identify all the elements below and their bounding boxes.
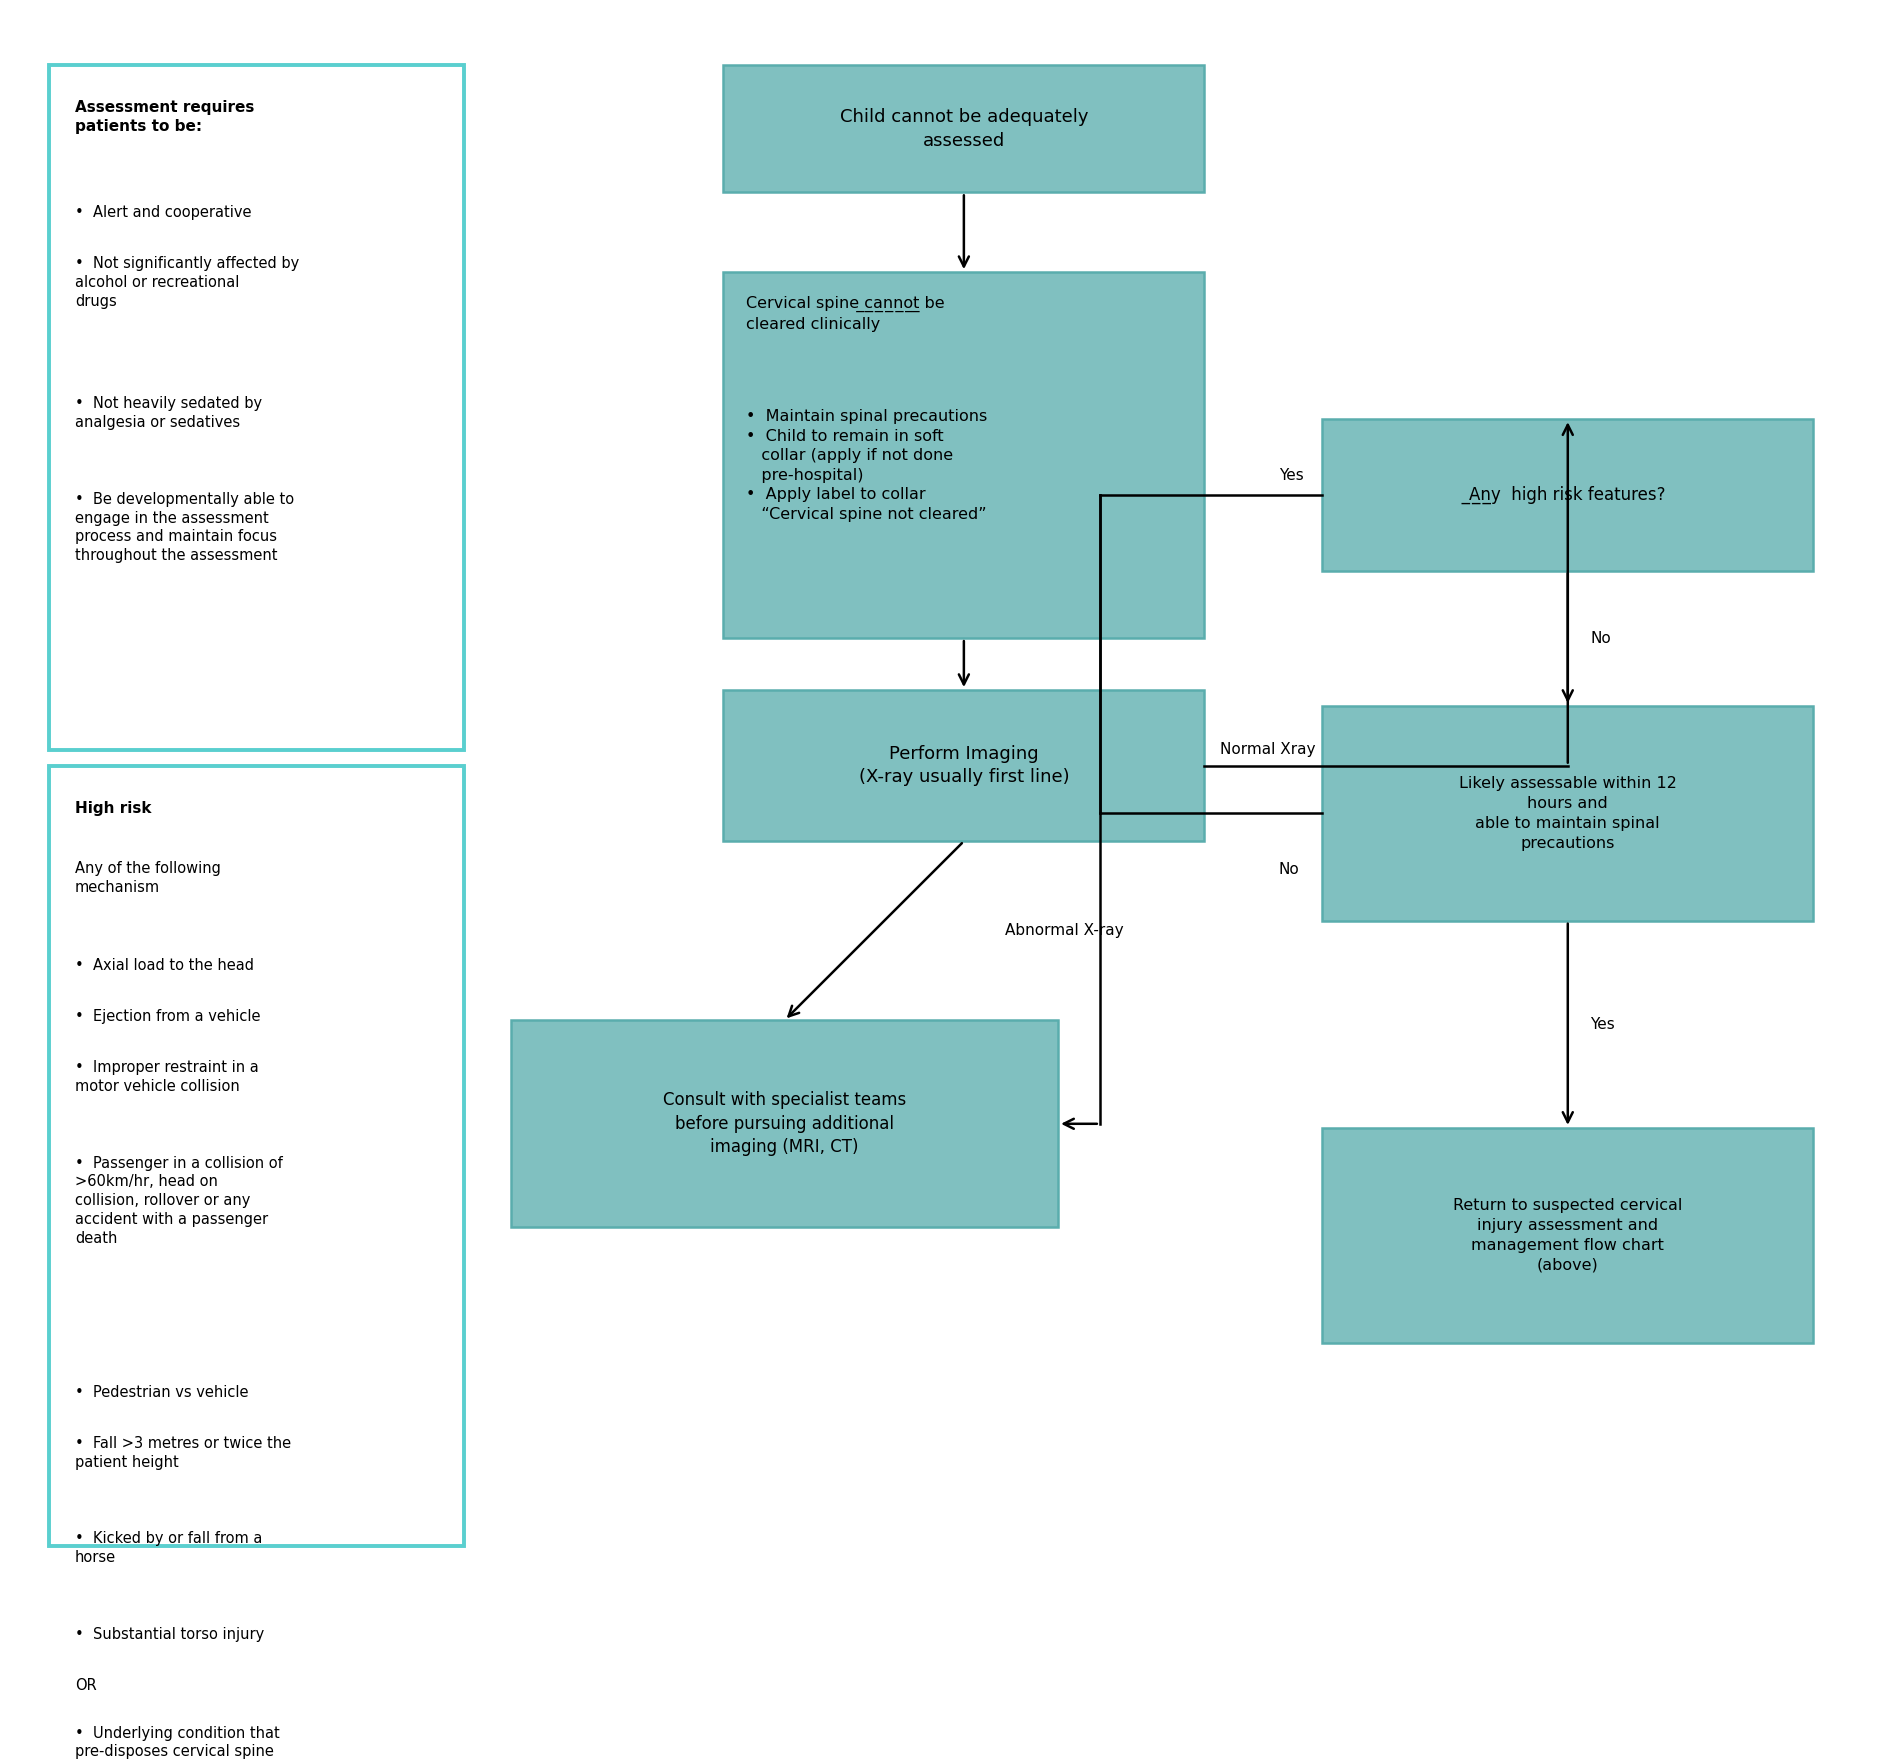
Text: Perform Imaging
(X-ray usually first line): Perform Imaging (X-ray usually first lin… (858, 744, 1069, 787)
Text: •  Axial load to the head: • Axial load to the head (76, 957, 253, 973)
FancyBboxPatch shape (723, 65, 1203, 192)
Text: •  Pedestrian vs vehicle: • Pedestrian vs vehicle (76, 1385, 247, 1399)
Text: Likely assessable within 12
hours and
able to maintain spinal
precautions: Likely assessable within 12 hours and ab… (1458, 776, 1676, 850)
Text: Any of the following
mechanism: Any of the following mechanism (76, 861, 221, 896)
Text: •  Not heavily sedated by
analgesia or sedatives: • Not heavily sedated by analgesia or se… (76, 396, 263, 429)
FancyBboxPatch shape (510, 1021, 1058, 1227)
Text: Assessment requires
patients to be:: Assessment requires patients to be: (76, 100, 255, 134)
Text: High risk: High risk (76, 801, 151, 815)
Text: •  Ejection from a vehicle: • Ejection from a vehicle (76, 1008, 261, 1024)
Text: Child cannot be adequately
assessed: Child cannot be adequately assessed (839, 107, 1088, 150)
Text: •  Fall >3 metres or twice the
patient height: • Fall >3 metres or twice the patient he… (76, 1436, 291, 1470)
Text: •  Not significantly affected by
alcohol or recreational
drugs: • Not significantly affected by alcohol … (76, 257, 298, 308)
Text: Cervical spine ̲c̲a̲n̲n̲o̲t̲ be
cleared clinically: Cervical spine ̲c̲a̲n̲n̲o̲t̲ be cleared … (746, 296, 944, 333)
Text: •  Alert and cooperative: • Alert and cooperative (76, 206, 251, 220)
Text: •  Underlying condition that
pre-disposes cervical spine
injury: • Underlying condition that pre-disposes… (76, 1725, 280, 1760)
Text: ̲A̲n̲y  high risk features?: ̲A̲n̲y high risk features? (1470, 486, 1664, 503)
FancyBboxPatch shape (1322, 1128, 1812, 1343)
FancyBboxPatch shape (1322, 706, 1812, 920)
Text: •  Improper restraint in a
motor vehicle collision: • Improper restraint in a motor vehicle … (76, 1060, 259, 1095)
Text: •  Be developmentally able to
engage in the assessment
process and maintain focu: • Be developmentally able to engage in t… (76, 491, 295, 563)
FancyBboxPatch shape (1322, 419, 1812, 570)
Text: •  Substantial torso injury: • Substantial torso injury (76, 1626, 264, 1642)
FancyBboxPatch shape (723, 690, 1203, 841)
Text: Yes: Yes (1589, 1017, 1615, 1031)
Text: •  Passenger in a collision of
>60km/hr, head on
collision, rollover or any
acci: • Passenger in a collision of >60km/hr, … (76, 1156, 283, 1246)
Text: Return to suspected cervical
injury assessment and
management flow chart
(above): Return to suspected cervical injury asse… (1453, 1199, 1681, 1272)
Text: No: No (1589, 630, 1609, 646)
FancyBboxPatch shape (723, 273, 1203, 639)
Text: Abnormal X-ray: Abnormal X-ray (1005, 924, 1124, 938)
FancyBboxPatch shape (49, 766, 463, 1545)
Text: Yes: Yes (1279, 468, 1303, 484)
Text: Normal Xray: Normal Xray (1218, 743, 1315, 757)
FancyBboxPatch shape (49, 65, 463, 750)
Text: Consult with specialist teams
before pursuing additional
imaging (MRI, CT): Consult with specialist teams before pur… (663, 1091, 905, 1156)
Text: No: No (1277, 862, 1298, 876)
Text: •  Kicked by or fall from a
horse: • Kicked by or fall from a horse (76, 1531, 263, 1565)
Text: OR: OR (76, 1677, 96, 1693)
Text: •  Maintain spinal precautions
•  Child to remain in soft
   collar (apply if no: • Maintain spinal precautions • Child to… (746, 408, 986, 521)
